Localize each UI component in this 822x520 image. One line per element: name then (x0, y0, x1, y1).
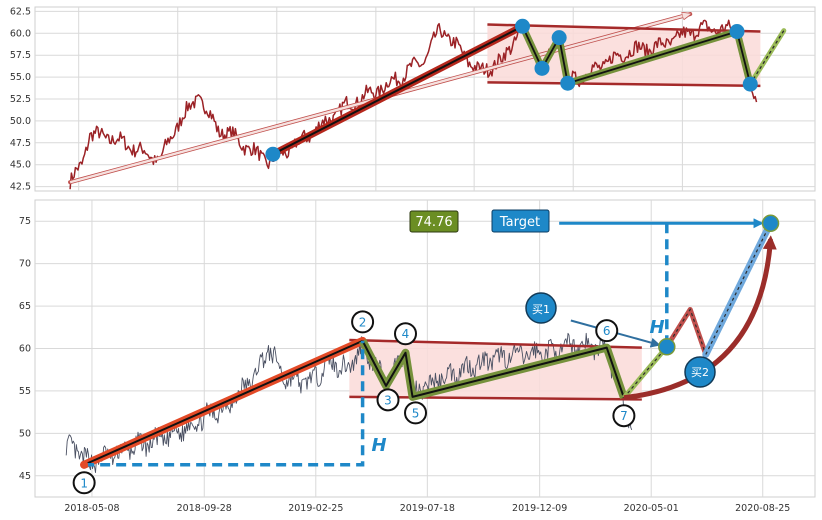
top-plot-content (68, 14, 787, 190)
pattern-point-marker (404, 401, 428, 425)
top-y-tick-label: 45.0 (10, 160, 31, 171)
top-pattern-point-2 (534, 60, 550, 76)
start-point-marker (80, 460, 89, 469)
top-price-series (69, 19, 758, 190)
pattern-point-label: 5 (412, 406, 420, 420)
target-point (761, 214, 780, 233)
top-y-tick-label: 55.0 (10, 72, 31, 83)
top-pattern-point-1 (515, 18, 530, 34)
bottom-y-tick-label: 45 (19, 471, 31, 482)
bottom-panel: 2018-05-08 2018-09-28 2019-02-25 2019-07-18… (19, 199, 816, 514)
top-channel-upper (487, 23, 761, 33)
buy1-label: 买1 (532, 303, 550, 316)
pattern-point-label: 3 (384, 393, 392, 407)
height-label-left: H (371, 435, 386, 456)
top-pattern-point-0 (265, 146, 281, 162)
bottom-plot-content (65, 214, 780, 474)
bottom-price-series (65, 332, 633, 474)
bottom-y-tick-label: 60 (19, 344, 31, 355)
bottom-y-tick-label: 50 (19, 428, 31, 439)
top-panel: 42.5 45.0 47.5 50.0 52.5 55.0 57.5 60.0 62.5 (10, 6, 816, 193)
pattern-point-label: 1 (80, 476, 88, 490)
pattern-point-label: 4 (402, 327, 410, 341)
bottom-trend-core (83, 339, 364, 466)
bottom-y-tick-label: 55 (19, 386, 31, 397)
top-pattern-point-4 (560, 75, 576, 91)
value-box (409, 210, 459, 233)
top-wedge-core (521, 25, 752, 85)
top-pattern-point-6 (742, 76, 758, 92)
bottom-y-tick-label: 65 (19, 301, 31, 312)
buy2-label: 买2 (691, 366, 709, 379)
top-channel-lower (487, 81, 761, 88)
x-tick-label: 2020-05-01 (624, 503, 679, 514)
pattern-point-marker (351, 310, 375, 334)
height-measure-left (84, 340, 365, 467)
target-label: Target (499, 215, 540, 230)
top-pattern-point-3 (551, 30, 567, 46)
bottom-y-tick-label: 75 (19, 216, 31, 227)
top-y-tick-label: 42.5 (10, 182, 31, 193)
x-tick-label: 2019-07-18 (400, 503, 455, 514)
target-box (491, 209, 550, 233)
bottom-y-tick-label: 70 (19, 259, 31, 270)
rise-to-target-dash (705, 222, 772, 355)
x-tick-label: 2019-12-09 (512, 503, 567, 514)
projection-curve-arrow (623, 235, 777, 401)
top-trend-core (272, 25, 523, 156)
pattern-point-marker (394, 322, 417, 346)
x-tick-label: 2020-08-25 (735, 503, 790, 514)
top-y-tick-label: 62.5 (10, 6, 31, 17)
pullback-dash (666, 308, 707, 355)
x-tick-label: 2019-02-25 (288, 503, 343, 514)
pattern-point-label: 7 (620, 409, 628, 423)
top-y-tick-label: 60.0 (10, 28, 31, 39)
buy1-point (658, 338, 676, 356)
x-tick-label: 2018-05-08 (64, 503, 119, 514)
value-box-label: 74.76 (415, 215, 452, 230)
top-y-tick-label: 57.5 (10, 50, 31, 61)
pattern-point-label: 2 (359, 315, 367, 329)
top-y-tick-label: 50.0 (10, 116, 31, 127)
height-label-right: H (649, 317, 664, 338)
top-pattern-point-5 (729, 24, 745, 40)
top-y-tick-label: 52.5 (10, 94, 31, 105)
pattern-point-marker (612, 404, 636, 428)
buy2-bubble (684, 356, 716, 388)
bottom-wedge-core (361, 340, 625, 399)
top-projection-dash (749, 30, 785, 85)
pattern-point-marker (595, 319, 619, 343)
buy1-bubble (525, 292, 557, 324)
pattern-point-marker (72, 471, 96, 495)
top-y-tick-label: 47.5 (10, 138, 31, 149)
bottom-projection-dash (623, 346, 668, 399)
x-tick-label: 2018-09-28 (177, 503, 232, 514)
pattern-point-marker (376, 388, 400, 412)
pattern-point-label: 6 (603, 324, 611, 338)
